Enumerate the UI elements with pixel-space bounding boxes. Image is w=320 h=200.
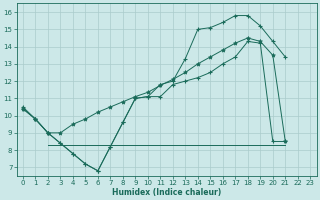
X-axis label: Humidex (Indice chaleur): Humidex (Indice chaleur) — [112, 188, 221, 197]
